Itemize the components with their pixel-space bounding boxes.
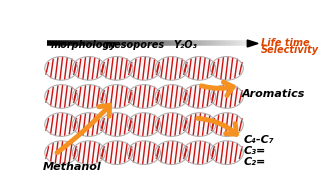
Ellipse shape [210, 141, 243, 164]
Ellipse shape [100, 85, 133, 108]
Ellipse shape [183, 141, 216, 164]
Text: morphology: morphology [50, 40, 116, 50]
FancyArrow shape [247, 40, 258, 47]
Ellipse shape [127, 141, 160, 164]
Ellipse shape [155, 141, 188, 164]
Ellipse shape [45, 57, 78, 80]
Ellipse shape [183, 113, 216, 136]
Ellipse shape [210, 57, 243, 80]
Ellipse shape [100, 141, 133, 164]
Ellipse shape [100, 113, 133, 136]
Ellipse shape [183, 85, 216, 108]
Ellipse shape [127, 85, 160, 108]
Ellipse shape [155, 57, 188, 80]
Text: Selectivity: Selectivity [261, 45, 319, 55]
Text: Life time: Life time [261, 39, 310, 48]
Ellipse shape [127, 113, 160, 136]
Ellipse shape [183, 57, 216, 80]
Text: C₄-C₇: C₄-C₇ [243, 135, 274, 145]
Ellipse shape [72, 57, 105, 80]
Ellipse shape [155, 113, 188, 136]
Ellipse shape [100, 57, 133, 80]
Ellipse shape [45, 85, 78, 108]
Ellipse shape [155, 85, 188, 108]
Text: mesopores: mesopores [105, 40, 165, 50]
Text: Y₂O₃: Y₂O₃ [174, 40, 197, 50]
Text: Methanol: Methanol [42, 162, 101, 172]
Ellipse shape [72, 113, 105, 136]
Text: C₃=: C₃= [243, 146, 266, 156]
Ellipse shape [45, 113, 78, 136]
Ellipse shape [127, 57, 160, 80]
Text: Aromatics: Aromatics [242, 89, 305, 99]
Ellipse shape [45, 141, 78, 164]
Ellipse shape [72, 141, 105, 164]
Text: C₂=: C₂= [243, 157, 266, 167]
Ellipse shape [72, 85, 105, 108]
Ellipse shape [210, 113, 243, 136]
Ellipse shape [210, 85, 243, 108]
